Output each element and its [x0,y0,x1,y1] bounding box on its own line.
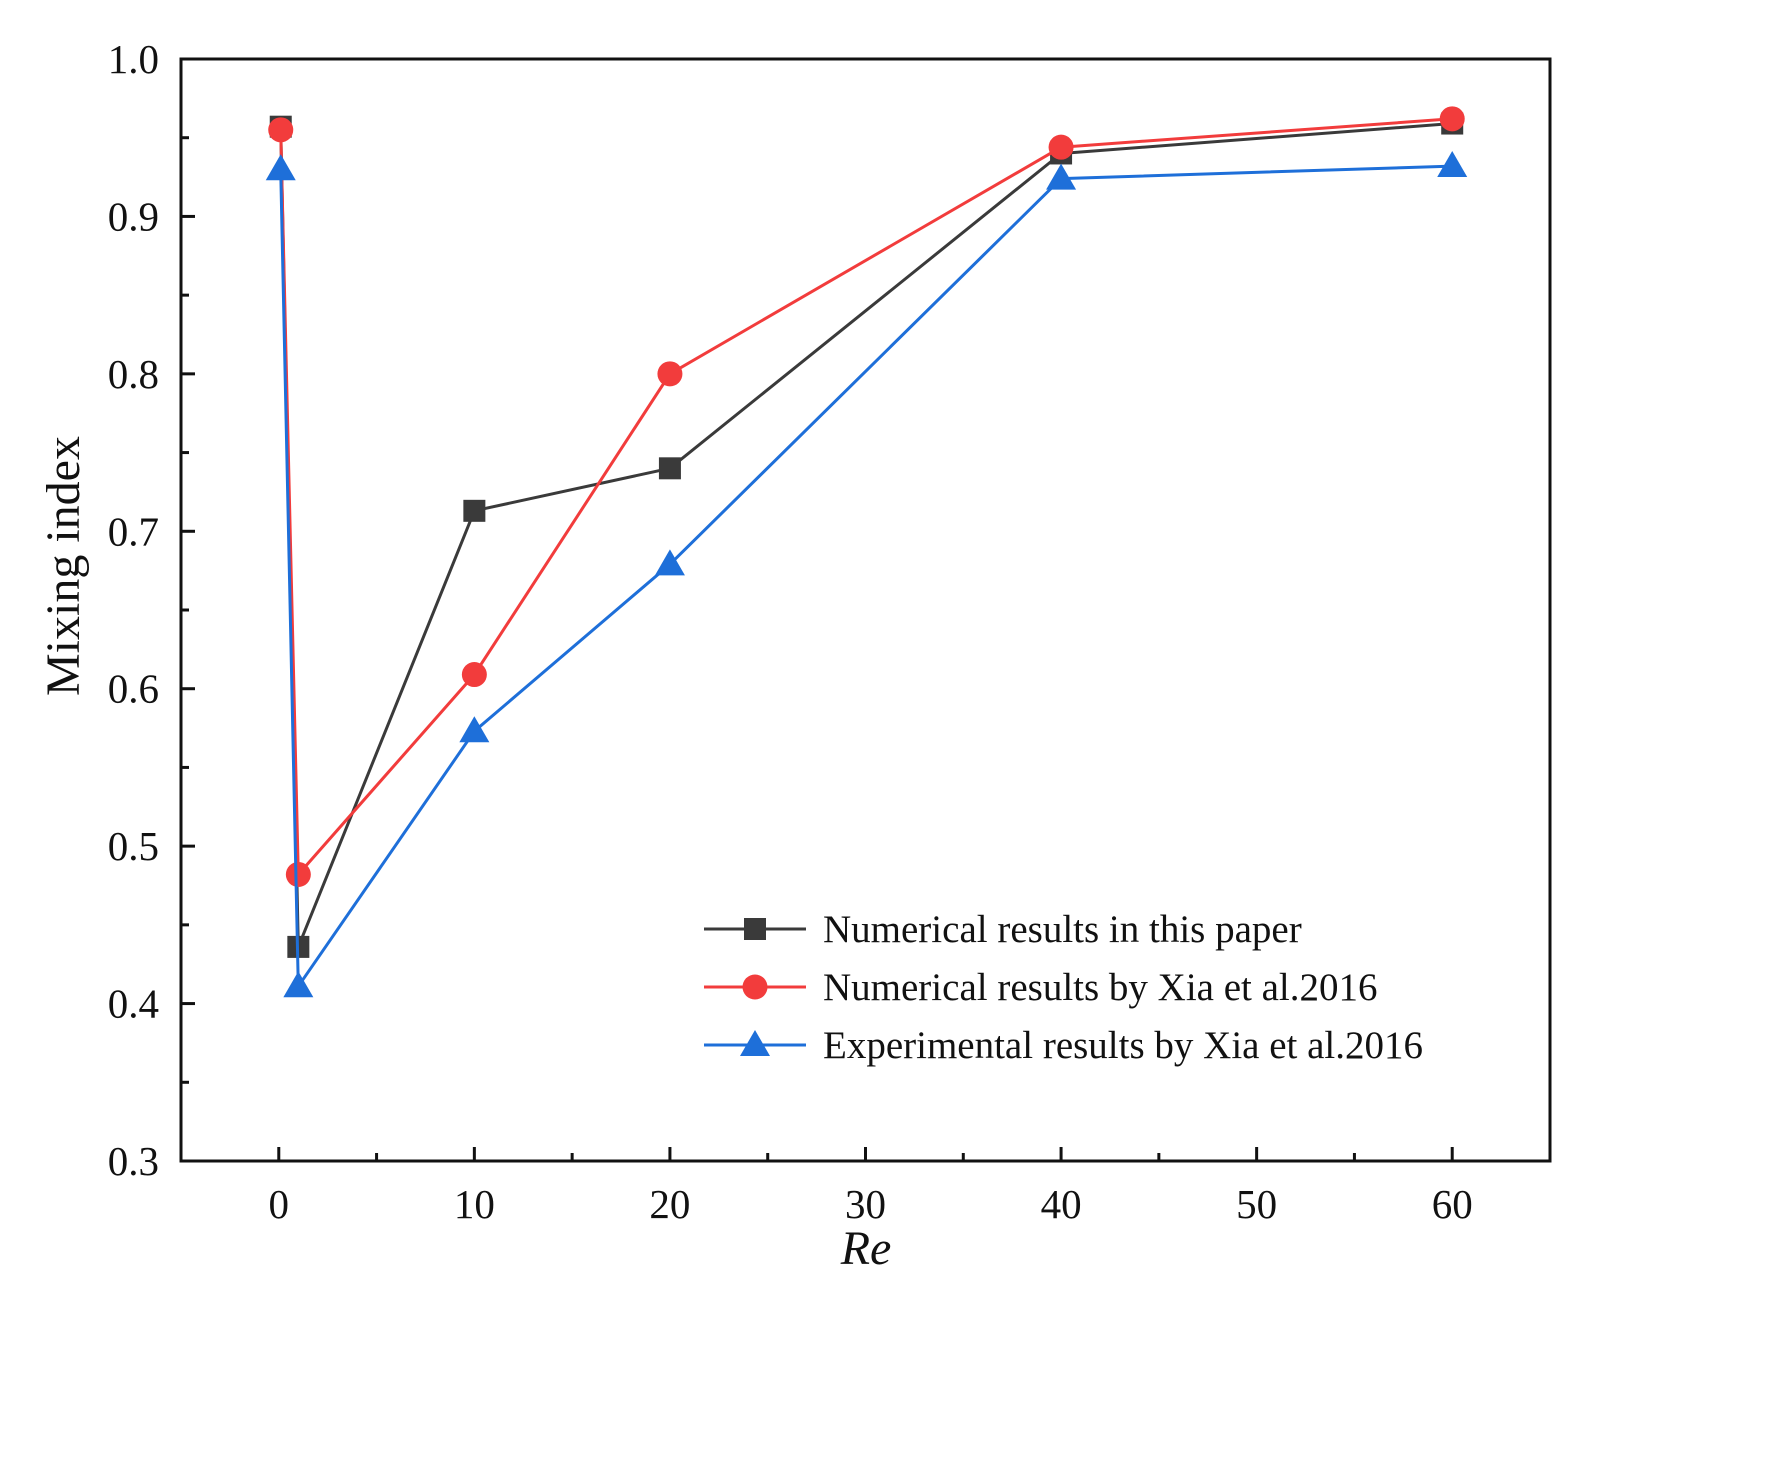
legend-label: Numerical results in this paper [823,908,1302,951]
line-chart: 0 10 20 30 40 50 60 0.3 0.4 0.5 0.6 0.7 0.8 0.9 1.0 Re… [37,36,1552,1275]
legend-label: Experimental results by Xia et al.2016 [823,1024,1423,1067]
tick-labels: 0 10 20 30 40 50 60 0.3 0.4 0.5 0.6 0.7 0.8 0.9 1.0 [108,36,1473,1227]
x-tick-label: 30 [845,1181,886,1227]
legend: Numerical results in this paper Numerical… [704,908,1423,1067]
data-point [1437,151,1468,178]
data-point [285,861,311,887]
plot-frame [179,57,1552,1163]
data-point [461,662,487,688]
y-axis-title: Mixing index [37,436,90,696]
series-layer [265,106,1468,998]
y-tick-label: 0.9 [108,193,159,239]
x-tick-label: 10 [454,1181,495,1227]
data-point [265,154,296,181]
y-tick-label: 1.0 [108,36,159,82]
y-tick-label: 0.4 [108,981,159,1027]
x-tick-label: 0 [269,1181,290,1227]
legend-marker [740,1030,770,1056]
legend-marker [742,974,768,1000]
x-tick-label: 40 [1041,1181,1082,1227]
series-3 [265,151,1468,998]
data-point [283,971,314,998]
data-point [1048,134,1074,160]
x-tick-label: 20 [649,1181,690,1227]
y-tick-label: 0.6 [108,666,159,712]
y-tick-label: 0.3 [108,1138,159,1184]
data-point [463,499,486,522]
data-point [1439,106,1465,132]
legend-marker [744,918,766,940]
x-tick-label: 50 [1236,1181,1277,1227]
data-point [658,457,681,480]
chart-figure: 0 10 20 30 40 50 60 0.3 0.4 0.5 0.6 0.7 0.8 0.9 1.0 Re… [37,36,1552,1275]
x-tick-label: 60 [1432,1181,1473,1227]
legend-label: Numerical results by Xia et al.2016 [823,966,1378,1009]
legend-item: Numerical results by Xia et al.2016 [704,966,1378,1009]
data-point [268,117,294,143]
series-1 [269,112,1464,958]
y-tick-label: 0.8 [108,351,159,397]
y-tick-label: 0.5 [108,823,159,869]
legend-item: Numerical results in this paper [704,908,1302,951]
series-line [279,164,1453,988]
data-point [1046,163,1077,190]
series-2 [268,106,1465,887]
y-tick-label: 0.7 [108,508,159,554]
data-point [657,361,683,387]
series-line [279,122,1453,949]
x-axis-title: Re [840,1222,892,1275]
data-point [459,716,490,743]
legend-item: Experimental results by Xia et al.2016 [704,1024,1423,1067]
series-line [279,117,1453,876]
data-point [654,549,685,576]
